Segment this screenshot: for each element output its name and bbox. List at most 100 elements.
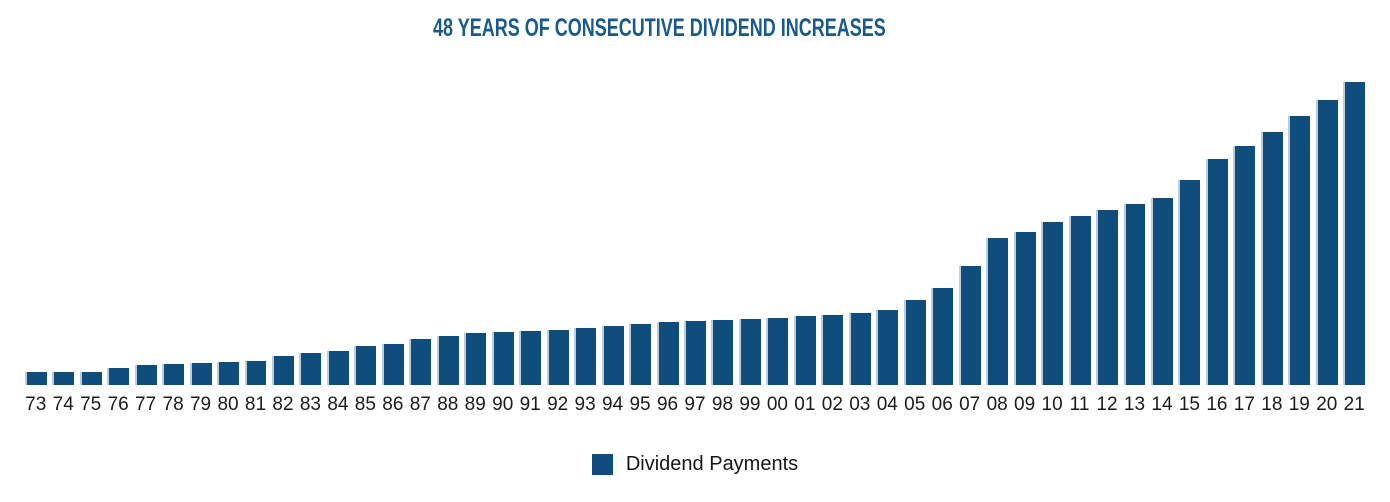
x-tick-label-77: 77 bbox=[135, 394, 157, 415]
legend-swatch bbox=[591, 453, 613, 475]
bar-93 bbox=[574, 328, 597, 385]
x-tick-label-86: 86 bbox=[382, 394, 404, 415]
x-tick-label-89: 89 bbox=[464, 394, 486, 415]
bar-column-97: 97 bbox=[681, 82, 708, 417]
bar-slot-97 bbox=[681, 82, 708, 385]
bar-column-93: 93 bbox=[571, 82, 598, 417]
x-tick-label-08: 08 bbox=[986, 394, 1008, 415]
x-tick-label-07: 07 bbox=[959, 394, 981, 415]
bar-75 bbox=[79, 372, 102, 385]
bar-slot-74 bbox=[49, 82, 76, 385]
bar-slot-14 bbox=[1148, 82, 1175, 385]
bar-slot-03 bbox=[846, 82, 873, 385]
bar-column-00: 00 bbox=[764, 82, 791, 417]
bar-slot-94 bbox=[599, 82, 626, 385]
bar-column-17: 17 bbox=[1231, 82, 1258, 417]
bar-76 bbox=[107, 368, 130, 385]
bar-slot-99 bbox=[736, 82, 763, 385]
bar-97 bbox=[684, 321, 706, 385]
bar-column-13: 13 bbox=[1121, 82, 1148, 417]
x-tick-label-14: 14 bbox=[1151, 394, 1173, 415]
bar-chart-plot-area: 73 74 75 76 77 78 79 80 81 82 83 84 85 86 87 88 89 90 91 92… bbox=[0, 82, 1390, 417]
x-tick-label-80: 80 bbox=[217, 394, 239, 415]
bar-column-91: 91 bbox=[516, 82, 543, 417]
bar-94 bbox=[601, 326, 624, 385]
x-tick-label-11: 11 bbox=[1069, 394, 1090, 415]
x-tick-label-97: 97 bbox=[684, 394, 706, 415]
x-tick-label-15: 15 bbox=[1178, 394, 1200, 415]
x-tick-label-88: 88 bbox=[437, 394, 459, 415]
bar-81 bbox=[244, 361, 267, 385]
bar-column-08: 08 bbox=[983, 82, 1010, 417]
bar-slot-73 bbox=[22, 82, 49, 385]
x-tick-label-19: 19 bbox=[1288, 394, 1310, 415]
x-tick-label-13: 13 bbox=[1123, 394, 1146, 415]
bar-column-15: 15 bbox=[1176, 82, 1203, 417]
bar-column-18: 18 bbox=[1258, 82, 1285, 417]
bar-column-96: 96 bbox=[654, 82, 681, 417]
bar-column-14: 14 bbox=[1148, 82, 1175, 417]
bar-column-82: 82 bbox=[269, 82, 296, 417]
x-tick-label-83: 83 bbox=[299, 394, 321, 415]
bar-column-03: 03 bbox=[846, 82, 873, 417]
bar-slot-09 bbox=[1011, 82, 1038, 385]
bar-column-95: 95 bbox=[626, 82, 653, 417]
bar-96 bbox=[656, 322, 679, 385]
bar-column-75: 75 bbox=[77, 82, 104, 417]
bar-98 bbox=[711, 320, 734, 385]
bar-92 bbox=[546, 330, 569, 385]
bar-slot-02 bbox=[819, 82, 846, 385]
bar-column-74: 74 bbox=[49, 82, 76, 417]
bar-95 bbox=[629, 324, 652, 385]
x-tick-label-98: 98 bbox=[711, 394, 734, 415]
bar-column-81: 81 bbox=[242, 82, 269, 417]
bar-column-99: 99 bbox=[736, 82, 763, 417]
x-tick-label-17: 17 bbox=[1233, 394, 1255, 415]
bar-column-09: 09 bbox=[1011, 82, 1038, 417]
x-tick-label-21: 21 bbox=[1343, 394, 1365, 415]
bar-87 bbox=[409, 339, 432, 385]
bar-03 bbox=[848, 313, 871, 385]
bar-10 bbox=[1041, 222, 1064, 385]
bar-slot-19 bbox=[1286, 82, 1313, 385]
bar-slot-89 bbox=[462, 82, 489, 385]
bar-slot-96 bbox=[654, 82, 681, 385]
x-tick-label-16: 16 bbox=[1206, 394, 1228, 415]
bar-18 bbox=[1260, 132, 1283, 385]
x-tick-label-12: 12 bbox=[1096, 394, 1118, 415]
x-tick-label-90: 90 bbox=[492, 394, 514, 415]
bar-column-98: 98 bbox=[709, 82, 736, 417]
bar-slot-76 bbox=[104, 82, 131, 385]
bar-06 bbox=[931, 288, 954, 385]
x-tick-label-18: 18 bbox=[1261, 394, 1283, 415]
x-tick-label-75: 75 bbox=[80, 394, 102, 415]
x-tick-label-91: 91 bbox=[519, 394, 541, 415]
bar-11 bbox=[1068, 216, 1091, 385]
bar-column-83: 83 bbox=[297, 82, 324, 417]
bar-slot-12 bbox=[1093, 82, 1120, 385]
bar-slot-88 bbox=[434, 82, 461, 385]
bar-column-20: 20 bbox=[1313, 82, 1340, 417]
bar-slot-87 bbox=[407, 82, 434, 385]
bar-74 bbox=[52, 372, 75, 385]
bar-07 bbox=[958, 266, 981, 385]
x-tick-label-04: 04 bbox=[876, 394, 898, 415]
bar-slot-79 bbox=[187, 82, 214, 385]
bar-19 bbox=[1288, 116, 1311, 385]
bar-20 bbox=[1315, 100, 1338, 385]
bar-column-90: 90 bbox=[489, 82, 516, 417]
bar-slot-86 bbox=[379, 82, 406, 385]
bar-slot-85 bbox=[352, 82, 379, 385]
bar-column-89: 89 bbox=[462, 82, 489, 417]
bar-84 bbox=[326, 351, 349, 385]
bar-slot-93 bbox=[571, 82, 598, 385]
bar-slot-91 bbox=[516, 82, 543, 385]
bar-slot-11 bbox=[1066, 82, 1093, 385]
bar-01 bbox=[793, 316, 816, 385]
legend-label: Dividend Payments bbox=[625, 453, 799, 475]
bar-column-94: 94 bbox=[599, 82, 626, 417]
x-tick-label-81: 81 bbox=[244, 394, 267, 415]
bar-90 bbox=[491, 332, 514, 385]
bar-79 bbox=[189, 363, 212, 385]
x-tick-label-82: 82 bbox=[272, 394, 294, 415]
